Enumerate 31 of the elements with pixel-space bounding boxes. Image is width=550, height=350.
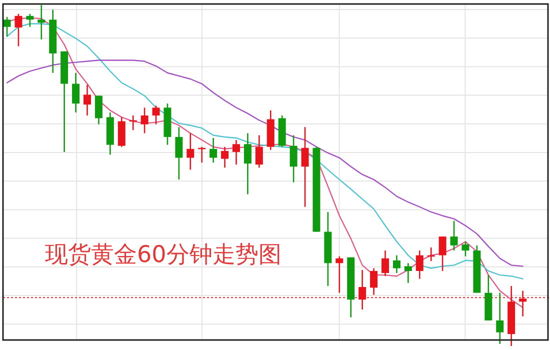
candlestick xyxy=(14,13,22,47)
candlestick xyxy=(438,236,446,272)
candlestick xyxy=(519,290,527,317)
candlestick xyxy=(244,132,252,195)
candlestick xyxy=(140,106,148,134)
candlestick xyxy=(152,104,160,125)
candlestick xyxy=(83,84,91,116)
candlestick xyxy=(392,254,400,274)
candlestick xyxy=(404,262,412,284)
candlestick xyxy=(210,137,218,164)
candlestick xyxy=(336,256,344,294)
candlestick xyxy=(72,72,80,114)
candlestick xyxy=(358,269,366,310)
candlestick xyxy=(186,132,194,170)
candlestick xyxy=(232,139,240,166)
candlestick xyxy=(255,134,263,168)
candlestick xyxy=(175,126,183,180)
candlestick xyxy=(462,241,470,257)
candlestick xyxy=(94,95,102,125)
candlestick xyxy=(496,292,504,345)
text: 现货黄金60分钟走势图 xyxy=(45,242,282,268)
candlestick xyxy=(26,13,34,28)
candlestick xyxy=(450,220,458,252)
candlestick xyxy=(370,268,378,296)
candlestick xyxy=(381,250,389,277)
candlestick xyxy=(221,146,229,168)
candlestick xyxy=(38,4,46,40)
candlestick xyxy=(416,250,424,280)
candlestick xyxy=(301,126,309,208)
candlestick xyxy=(290,134,298,183)
candlestick xyxy=(3,16,11,38)
